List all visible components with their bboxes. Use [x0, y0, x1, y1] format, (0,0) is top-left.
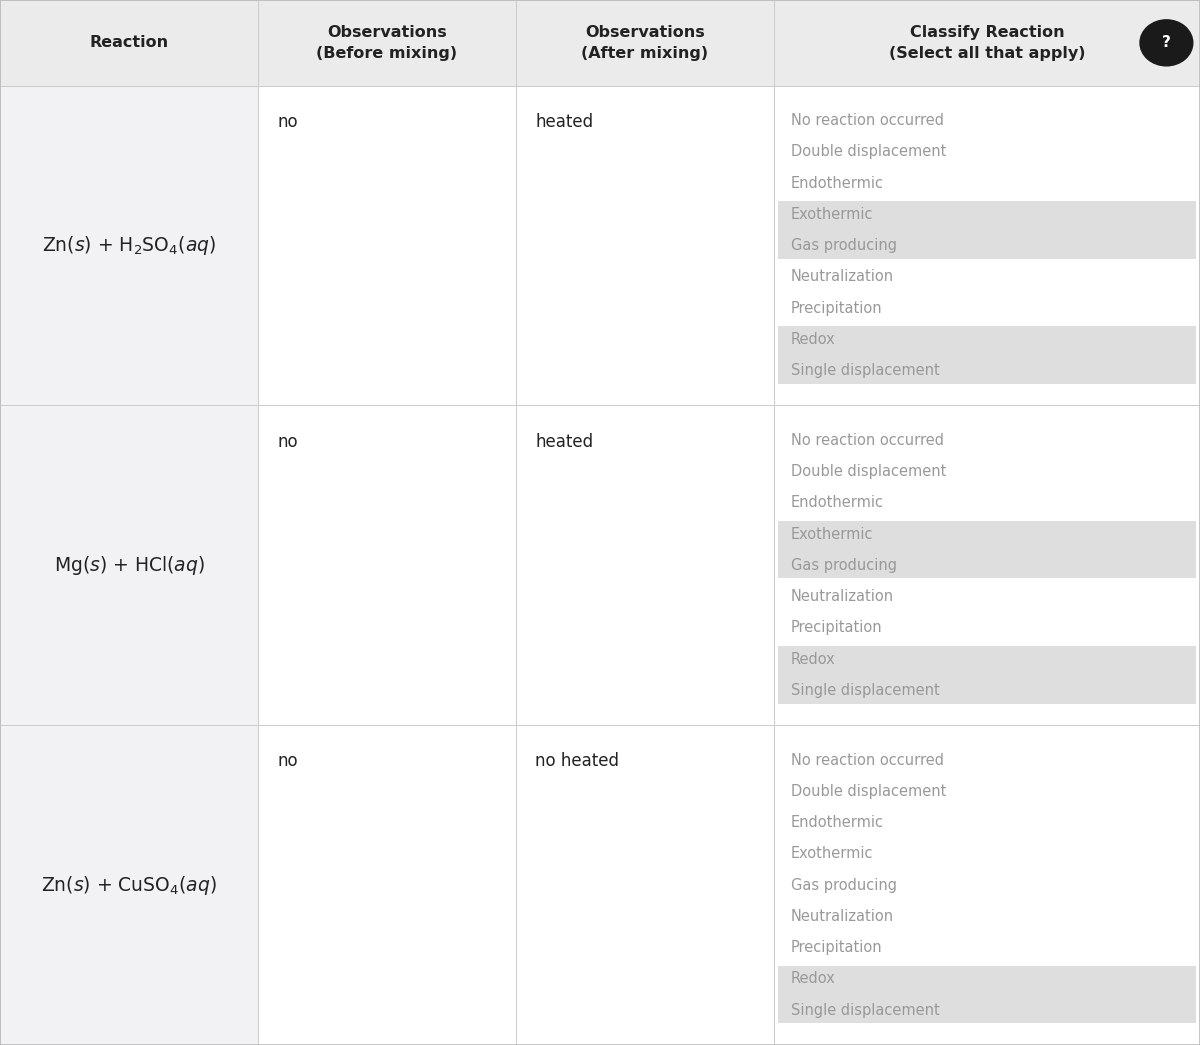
Bar: [774, 0, 1200, 86]
Text: Neutralization: Neutralization: [791, 909, 894, 924]
Bar: [774, 86, 1200, 405]
Text: no: no: [277, 433, 298, 450]
Text: Exothermic: Exothermic: [791, 207, 874, 222]
Text: No reaction occurred: No reaction occurred: [791, 113, 944, 127]
Bar: [0, 86, 258, 405]
Text: Redox: Redox: [791, 652, 835, 667]
Bar: [778, 202, 1196, 259]
Text: Gas producing: Gas producing: [791, 878, 896, 892]
Bar: [258, 0, 516, 86]
Text: heated: heated: [535, 113, 593, 131]
Text: Observations
(Before mixing): Observations (Before mixing): [317, 25, 457, 61]
Bar: [778, 521, 1196, 579]
Bar: [516, 0, 774, 86]
Bar: [258, 405, 516, 725]
Text: Endothermic: Endothermic: [791, 176, 884, 190]
Text: Precipitation: Precipitation: [791, 940, 882, 955]
Text: Double displacement: Double displacement: [791, 784, 946, 798]
Bar: [0, 405, 258, 725]
Text: Endothermic: Endothermic: [791, 495, 884, 510]
Text: Observations
(After mixing): Observations (After mixing): [582, 25, 708, 61]
Text: Single displacement: Single displacement: [791, 683, 940, 698]
Text: Neutralization: Neutralization: [791, 589, 894, 604]
Text: Exothermic: Exothermic: [791, 527, 874, 541]
Text: Zn($s$) + CuSO$_4$($aq$): Zn($s$) + CuSO$_4$($aq$): [41, 874, 217, 897]
Circle shape: [1140, 20, 1193, 66]
Text: No reaction occurred: No reaction occurred: [791, 752, 944, 767]
Bar: [516, 725, 774, 1045]
Text: Classify Reaction
(Select all that apply): Classify Reaction (Select all that apply…: [889, 25, 1085, 61]
Text: Redox: Redox: [791, 972, 835, 986]
Text: Precipitation: Precipitation: [791, 621, 882, 635]
Text: Single displacement: Single displacement: [791, 1003, 940, 1018]
Text: no: no: [277, 113, 298, 131]
Text: Reaction: Reaction: [90, 36, 168, 50]
Bar: [258, 725, 516, 1045]
Text: ?: ?: [1162, 36, 1171, 50]
Text: Redox: Redox: [791, 332, 835, 347]
Bar: [0, 725, 258, 1045]
Text: no heated: no heated: [535, 752, 619, 770]
Text: Exothermic: Exothermic: [791, 846, 874, 861]
Text: Neutralization: Neutralization: [791, 270, 894, 284]
Bar: [516, 405, 774, 725]
Text: Endothermic: Endothermic: [791, 815, 884, 830]
Bar: [774, 725, 1200, 1045]
Bar: [0, 0, 258, 86]
Text: no: no: [277, 752, 298, 770]
Bar: [774, 405, 1200, 725]
Text: Zn($s$) + H$_2$SO$_4$($aq$): Zn($s$) + H$_2$SO$_4$($aq$): [42, 234, 216, 257]
Text: Mg($s$) + HCl($aq$): Mg($s$) + HCl($aq$): [54, 554, 204, 577]
Bar: [778, 326, 1196, 384]
Text: No reaction occurred: No reaction occurred: [791, 433, 944, 447]
Text: Gas producing: Gas producing: [791, 558, 896, 573]
Bar: [516, 86, 774, 405]
Text: heated: heated: [535, 433, 593, 450]
Text: Double displacement: Double displacement: [791, 144, 946, 159]
Text: Gas producing: Gas producing: [791, 238, 896, 253]
Bar: [258, 86, 516, 405]
Bar: [778, 966, 1196, 1023]
Text: Double displacement: Double displacement: [791, 464, 946, 479]
Text: Single displacement: Single displacement: [791, 364, 940, 378]
Text: Precipitation: Precipitation: [791, 301, 882, 316]
Bar: [778, 646, 1196, 703]
